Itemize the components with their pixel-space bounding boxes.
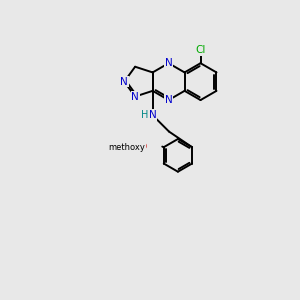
Text: O: O xyxy=(138,142,146,152)
Text: N: N xyxy=(165,95,172,105)
Text: N: N xyxy=(149,110,157,120)
Text: N: N xyxy=(120,76,128,87)
Text: N: N xyxy=(165,58,172,68)
Text: methoxy: methoxy xyxy=(109,143,145,152)
Text: Cl: Cl xyxy=(195,45,206,55)
Text: H: H xyxy=(141,110,148,120)
Text: N: N xyxy=(131,92,139,101)
